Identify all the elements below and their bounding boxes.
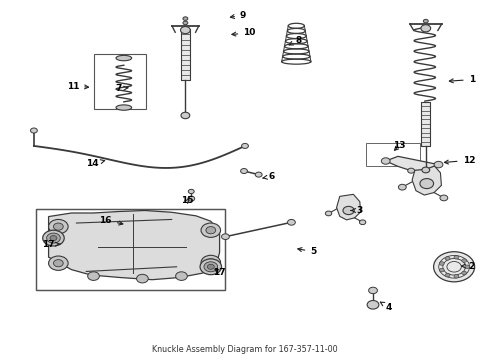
Circle shape (440, 268, 444, 272)
Circle shape (30, 128, 37, 133)
Text: 10: 10 (232, 28, 256, 37)
Text: 13: 13 (392, 141, 405, 150)
Circle shape (398, 184, 406, 190)
Circle shape (421, 25, 431, 32)
Polygon shape (337, 194, 361, 220)
Circle shape (440, 195, 448, 201)
Ellipse shape (116, 105, 132, 110)
Bar (180, 30, 190, 80)
Circle shape (343, 206, 354, 215)
Circle shape (53, 223, 63, 230)
Circle shape (183, 21, 188, 25)
Circle shape (200, 259, 221, 275)
Circle shape (53, 260, 63, 267)
Circle shape (188, 196, 195, 201)
Text: 15: 15 (181, 196, 194, 205)
Circle shape (206, 259, 216, 266)
Circle shape (434, 161, 443, 168)
Circle shape (462, 259, 466, 262)
Circle shape (201, 255, 220, 270)
Circle shape (49, 220, 68, 234)
Text: 3: 3 (351, 206, 363, 215)
Circle shape (288, 220, 295, 225)
Circle shape (325, 211, 332, 216)
Circle shape (434, 252, 475, 282)
Circle shape (255, 172, 262, 177)
Bar (366, 143, 420, 166)
Circle shape (368, 287, 377, 294)
Circle shape (422, 167, 430, 173)
Polygon shape (49, 211, 220, 280)
Circle shape (183, 17, 188, 21)
Circle shape (50, 235, 57, 240)
Text: 11: 11 (67, 82, 89, 91)
Polygon shape (412, 164, 441, 195)
Circle shape (359, 220, 366, 225)
Text: 17: 17 (42, 240, 60, 249)
Text: 1: 1 (449, 75, 475, 84)
Text: 2: 2 (462, 262, 475, 271)
Circle shape (88, 272, 99, 280)
Bar (421, 102, 430, 146)
Text: 4: 4 (380, 302, 392, 312)
Circle shape (454, 256, 459, 259)
Circle shape (206, 226, 216, 234)
Circle shape (175, 272, 187, 280)
Circle shape (445, 257, 450, 260)
Circle shape (454, 274, 459, 278)
Text: 9: 9 (230, 10, 246, 19)
Circle shape (420, 179, 434, 189)
Circle shape (221, 234, 229, 239)
Circle shape (188, 189, 194, 194)
Circle shape (423, 19, 428, 23)
Text: 6: 6 (263, 172, 275, 181)
Bar (36, 209, 225, 291)
Polygon shape (386, 156, 439, 171)
Circle shape (181, 112, 190, 119)
Text: 17: 17 (213, 268, 226, 277)
Circle shape (137, 274, 148, 283)
Circle shape (180, 27, 190, 34)
Ellipse shape (116, 55, 132, 61)
Text: 16: 16 (99, 216, 123, 225)
Circle shape (47, 233, 60, 243)
Circle shape (49, 256, 68, 270)
Circle shape (242, 143, 248, 148)
Text: Knuckle Assembly Diagram for 167-357-11-00: Knuckle Assembly Diagram for 167-357-11-… (152, 345, 338, 354)
Circle shape (207, 264, 214, 269)
Text: 8: 8 (289, 36, 302, 45)
Circle shape (204, 262, 218, 272)
Bar (94, 54, 147, 109)
Circle shape (241, 168, 247, 174)
Circle shape (381, 158, 390, 164)
Circle shape (408, 168, 415, 173)
Bar (36, 209, 225, 291)
Circle shape (462, 271, 466, 275)
Circle shape (43, 230, 64, 246)
Text: 12: 12 (444, 156, 475, 165)
Circle shape (367, 301, 379, 309)
Circle shape (201, 223, 220, 237)
Text: 14: 14 (86, 159, 105, 168)
Circle shape (440, 262, 444, 265)
Circle shape (465, 265, 470, 269)
Circle shape (445, 273, 450, 277)
Text: 7: 7 (116, 84, 128, 93)
Text: 5: 5 (298, 247, 317, 256)
